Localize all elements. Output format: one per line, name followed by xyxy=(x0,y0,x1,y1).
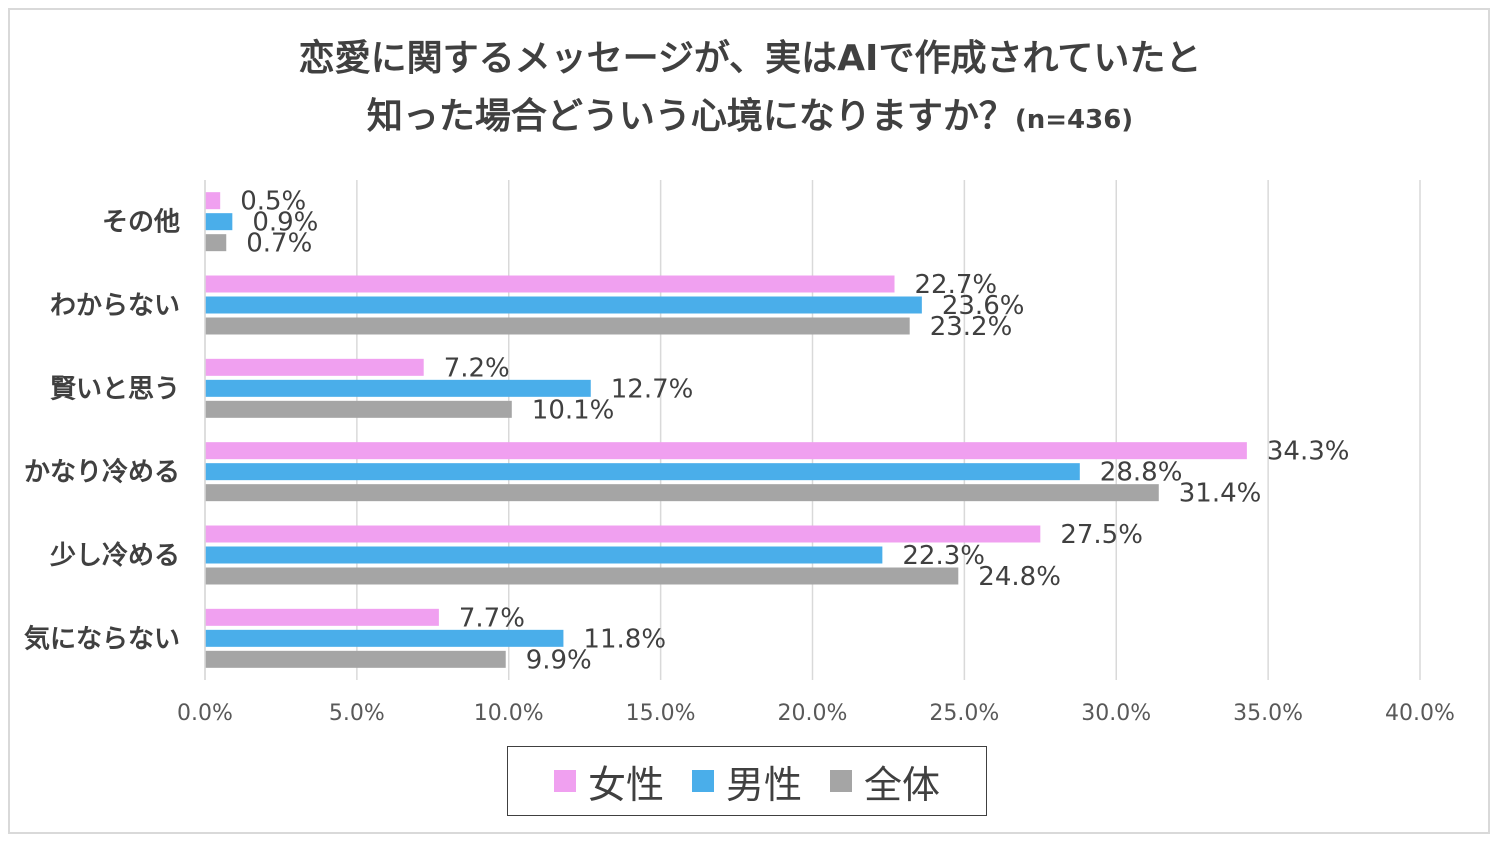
legend-swatch-female xyxy=(553,770,576,792)
bar xyxy=(205,567,959,585)
bar xyxy=(205,525,1041,543)
legend-item-female: 女性 xyxy=(553,754,664,809)
x-tick-label: 40.0% xyxy=(1385,701,1455,726)
chart-title-line2-text: 知った場合どういう心境になりますか？ xyxy=(366,96,1015,137)
data-label: 10.1% xyxy=(532,395,615,425)
bar xyxy=(205,275,895,293)
legend-label-total: 全体 xyxy=(864,762,941,807)
bar xyxy=(205,442,1247,460)
category-label: 賢いと思う xyxy=(50,374,180,404)
bar xyxy=(205,234,227,252)
data-label: 34.3% xyxy=(1267,437,1350,467)
legend-swatch-male xyxy=(691,770,714,792)
x-tick-label: 0.0% xyxy=(177,701,233,726)
bar xyxy=(205,296,922,314)
data-label: 0.5% xyxy=(240,187,306,217)
data-label: 23.2% xyxy=(930,312,1013,342)
bar xyxy=(205,484,1159,502)
chart-title: 恋愛に関するメッセージが、実はAIで作成されていたと 知った場合どういう心境にな… xyxy=(0,30,1500,149)
legend-label-female: 女性 xyxy=(587,762,664,807)
x-tick-label: 15.0% xyxy=(626,701,696,726)
data-label: 11.8% xyxy=(583,624,666,654)
bar xyxy=(205,317,910,335)
chart-title-line1: 恋愛に関するメッセージが、実はAIで作成されていたと xyxy=(298,38,1202,79)
chart-title-line2: 知った場合どういう心境になりますか？(n=436) xyxy=(0,88,1500,149)
bar xyxy=(205,379,591,397)
data-label: 22.3% xyxy=(902,541,985,571)
bar xyxy=(205,650,506,668)
category-label: 気にならない xyxy=(24,623,180,654)
data-label: 24.8% xyxy=(978,562,1061,592)
data-label: 9.9% xyxy=(526,645,592,675)
bar xyxy=(205,213,233,231)
legend: 女性 男性 全体 xyxy=(507,746,987,816)
data-label: 7.7% xyxy=(459,603,525,633)
x-tick-label: 30.0% xyxy=(1081,701,1151,726)
data-label: 0.9% xyxy=(252,208,318,238)
data-label: 23.6% xyxy=(942,291,1025,321)
legend-label-male: 男性 xyxy=(725,762,802,807)
x-tick-label: 25.0% xyxy=(929,701,999,726)
data-label: 28.8% xyxy=(1100,458,1183,488)
x-tick-label: 5.0% xyxy=(329,701,385,726)
category-label: かなり冷める xyxy=(24,457,180,488)
legend-item-total: 全体 xyxy=(830,754,940,809)
data-label: 12.7% xyxy=(611,374,694,404)
bar xyxy=(205,463,1080,481)
bar xyxy=(205,400,512,418)
x-tick-label: 20.0% xyxy=(778,701,848,726)
category-label: 少し冷める xyxy=(49,540,180,571)
data-label: 27.5% xyxy=(1060,520,1143,550)
legend-swatch-total xyxy=(830,770,852,792)
bar xyxy=(205,608,439,626)
bar xyxy=(205,629,564,647)
data-label: 22.7% xyxy=(915,270,998,300)
bar xyxy=(205,546,883,564)
category-label: わからない xyxy=(50,291,180,321)
data-label: 31.4% xyxy=(1179,479,1262,509)
chart-frame xyxy=(8,8,1490,834)
sample-size: (n=436) xyxy=(1014,105,1134,135)
legend-item-male: 男性 xyxy=(691,754,802,809)
data-label: 7.2% xyxy=(444,353,510,383)
bar xyxy=(205,192,221,210)
data-label: 0.7% xyxy=(246,229,312,259)
category-label: その他 xyxy=(102,208,180,238)
x-tick-label: 35.0% xyxy=(1233,701,1303,726)
x-tick-label: 10.0% xyxy=(474,701,544,726)
bar xyxy=(205,358,424,376)
